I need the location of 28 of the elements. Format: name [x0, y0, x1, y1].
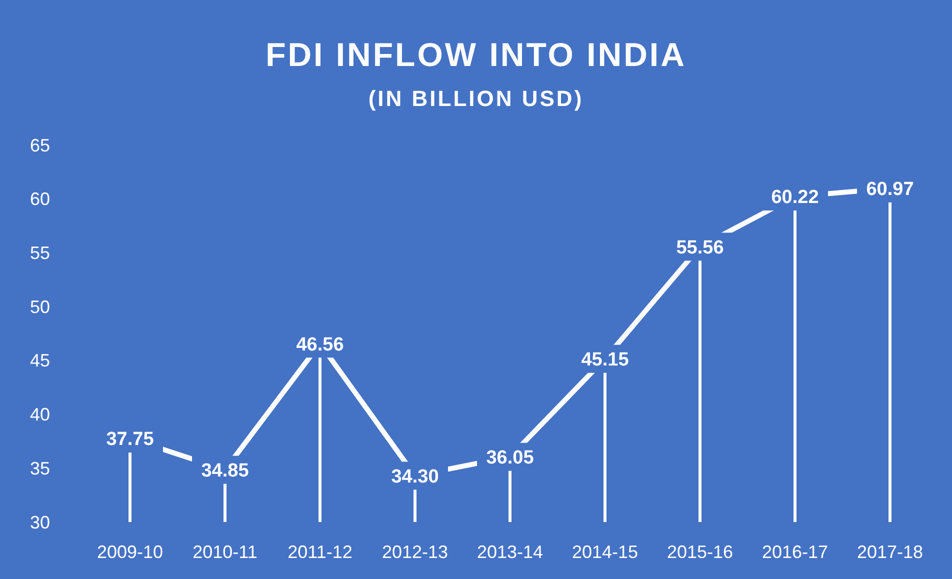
data-label: 36.05: [486, 447, 534, 468]
data-label: 60.97: [866, 179, 914, 200]
x-tick-label: 2010-11: [192, 542, 258, 562]
y-tick-label: 55: [30, 243, 50, 264]
data-label: 45.15: [581, 349, 630, 370]
x-tick-label: 2009-10: [96, 542, 164, 562]
x-tick-label: 2014-15: [572, 542, 638, 562]
chart-subtitle: (IN BILLION USD): [368, 86, 584, 111]
y-tick-label: 50: [30, 296, 50, 317]
data-label: 37.75: [106, 429, 154, 450]
data-label: 55.56: [676, 237, 724, 258]
data-label: 60.22: [771, 187, 819, 208]
x-tick-label: 2017-18: [856, 542, 924, 562]
x-tick-label: 2011-12: [288, 542, 352, 562]
data-label: 46.56: [296, 334, 344, 356]
x-tick-label: 2012-13: [382, 542, 448, 562]
y-tick-label: 45: [30, 350, 50, 371]
y-tick-label: 65: [30, 135, 50, 156]
data-label: 34.85: [201, 460, 250, 482]
data-label: 34.30: [391, 466, 439, 488]
x-tick-label: 2016-17: [762, 542, 828, 562]
chart-title: FDI INFLOW INTO INDIA: [266, 36, 686, 73]
x-tick-label: 2015-16: [666, 542, 734, 562]
y-tick-label: 35: [30, 458, 50, 478]
y-tick-label: 60: [30, 189, 50, 210]
y-tick-label: 30: [30, 512, 50, 532]
y-tick-label: 40: [30, 404, 50, 425]
x-tick-label: 2013-14: [476, 542, 544, 562]
